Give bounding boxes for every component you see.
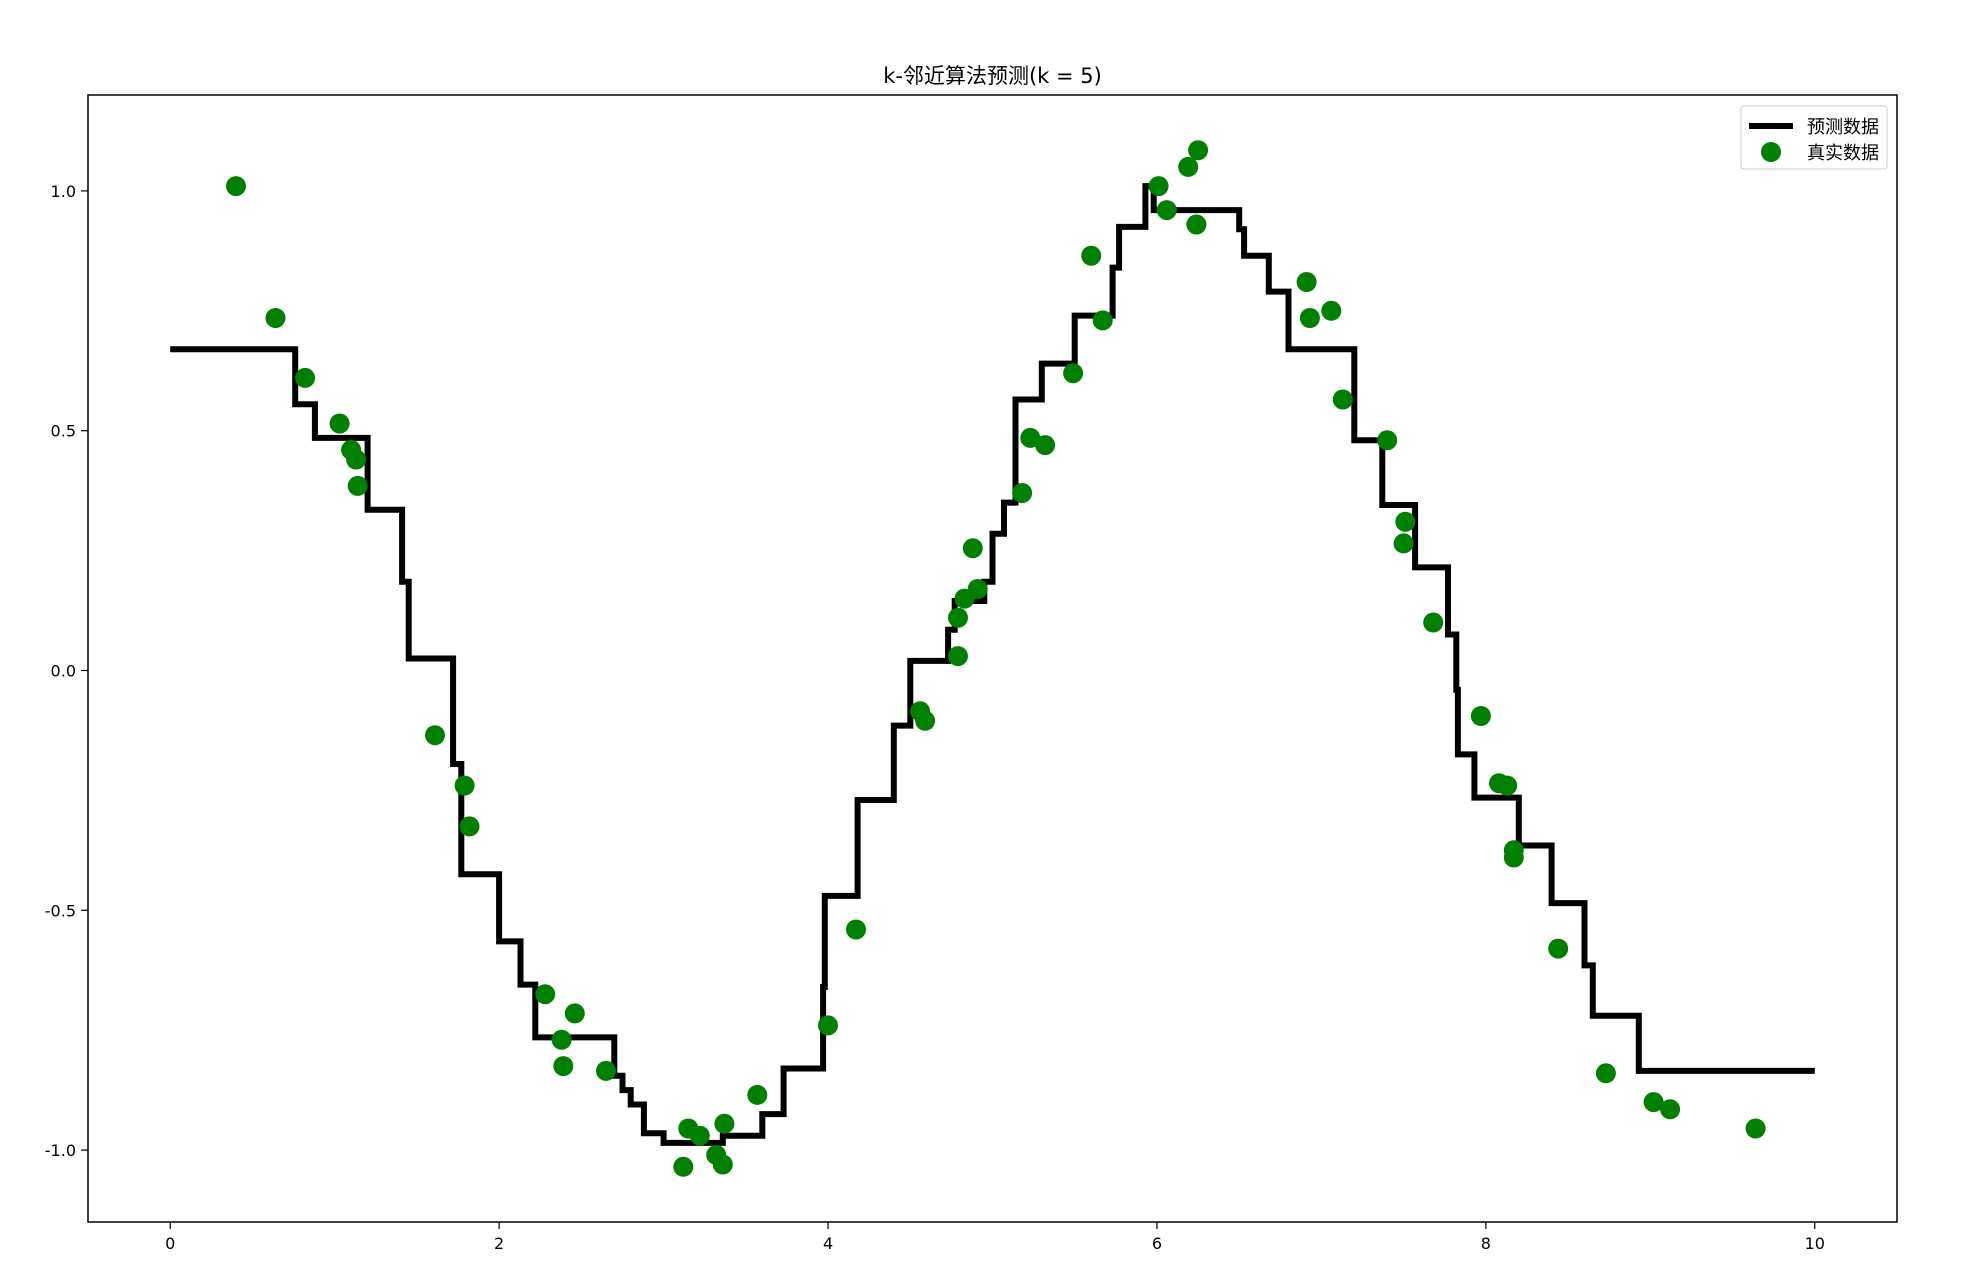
data-point	[454, 775, 475, 796]
data-point	[1092, 310, 1113, 331]
data-point	[1470, 706, 1491, 726]
data-point	[1745, 1118, 1766, 1139]
data-point	[551, 1029, 572, 1050]
data-point	[553, 1056, 574, 1077]
data-point	[714, 1113, 735, 1134]
data-point	[1178, 156, 1199, 177]
data-point	[1186, 214, 1207, 235]
legend-label-actual: 真实数据	[1807, 143, 1879, 164]
x-tick-label: 0	[165, 1234, 175, 1253]
y-tick-label: 1.0	[51, 182, 76, 201]
y-tick-label: -1.0	[45, 1141, 76, 1160]
data-point	[346, 449, 367, 470]
data-point	[459, 816, 480, 837]
series-layer	[170, 140, 1815, 1177]
legend: 预测数据 真实数据	[1740, 105, 1888, 170]
data-point	[948, 646, 968, 667]
data-point	[1156, 200, 1177, 221]
data-point	[1081, 245, 1102, 266]
data-point	[265, 308, 286, 328]
data-point	[1643, 1092, 1664, 1113]
x-tick-label: 10	[1805, 1234, 1825, 1253]
data-point	[818, 1015, 838, 1036]
y-tick-label: -0.5	[45, 901, 76, 920]
data-point	[689, 1125, 710, 1146]
data-point	[596, 1060, 616, 1081]
data-point	[1012, 483, 1033, 503]
y-tick-label: 0.5	[51, 422, 76, 441]
x-axis: 0 2 4 6 8 10	[165, 1222, 1825, 1253]
x-tick-label: 2	[494, 1234, 504, 1253]
data-point	[329, 413, 350, 434]
data-point	[962, 538, 983, 559]
data-point	[967, 579, 988, 599]
data-point	[1035, 435, 1056, 456]
data-point	[1595, 1063, 1616, 1084]
x-tick-label: 4	[823, 1234, 833, 1253]
data-point	[948, 607, 968, 628]
data-point	[1497, 775, 1518, 796]
data-point	[1332, 389, 1353, 410]
data-point	[1548, 938, 1569, 959]
axes-frame	[87, 94, 1898, 1223]
data-point	[1423, 612, 1444, 633]
data-point	[712, 1154, 733, 1175]
data-point	[535, 984, 556, 1005]
data-point	[1503, 847, 1524, 868]
data-point	[425, 725, 445, 746]
data-point	[1063, 363, 1084, 384]
data-point	[846, 919, 866, 940]
data-point	[564, 1003, 585, 1024]
data-point	[915, 710, 936, 731]
x-tick-label: 6	[1152, 1234, 1162, 1253]
data-point	[1321, 300, 1342, 321]
data-point	[1377, 430, 1398, 451]
data-point	[226, 176, 246, 197]
data-point	[1148, 176, 1169, 197]
data-point	[347, 475, 368, 496]
data-point	[1395, 511, 1416, 532]
y-tick-label: 0.0	[51, 661, 76, 680]
data-point	[295, 367, 316, 388]
chart-title: k-邻近算法预测(k = 5)	[883, 64, 1102, 88]
data-point	[1188, 140, 1209, 161]
data-point	[1393, 533, 1414, 554]
legend-swatch-actual	[1761, 142, 1781, 162]
legend-label-prediction: 预测数据	[1807, 117, 1879, 138]
data-point	[747, 1084, 768, 1105]
x-tick-label: 8	[1481, 1234, 1491, 1253]
data-point	[673, 1156, 694, 1177]
data-point	[1296, 272, 1317, 292]
y-axis: -1.0 -0.5 0.0 0.5 1.0	[45, 182, 88, 1160]
data-point	[1020, 427, 1041, 448]
data-point	[1660, 1099, 1681, 1120]
data-point	[1299, 308, 1320, 328]
plot-area: 0 2 4 6 8 10 -1.0 -0.5 0.0 0.5 1.0	[45, 94, 1898, 1253]
